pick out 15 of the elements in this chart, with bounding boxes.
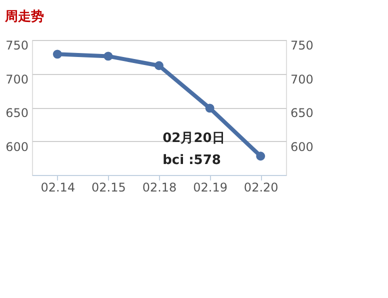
x-tick-label: 02.14 bbox=[40, 180, 76, 194]
y2-tick-label: 750 bbox=[290, 38, 314, 52]
x-tick-label: 02.15 bbox=[92, 180, 126, 194]
y-tick-label: 700 bbox=[6, 72, 28, 86]
x-tick-label: 02.18 bbox=[142, 180, 177, 194]
y-tick-label: 650 bbox=[6, 106, 28, 120]
y2-tick-label: 650 bbox=[290, 106, 314, 120]
x-tick-label: 02.19 bbox=[193, 180, 228, 194]
y2-tick-label: 600 bbox=[290, 140, 314, 154]
y-tick-label: 750 bbox=[6, 38, 28, 52]
y2-tick-label: 700 bbox=[290, 72, 314, 86]
x-tick-label: 02.20 bbox=[244, 180, 278, 194]
annotation: 02月20日 bci :578 bbox=[162, 131, 225, 168]
y-tick-label: 600 bbox=[6, 140, 28, 154]
chart-title: 周走势 bbox=[4, 8, 44, 24]
